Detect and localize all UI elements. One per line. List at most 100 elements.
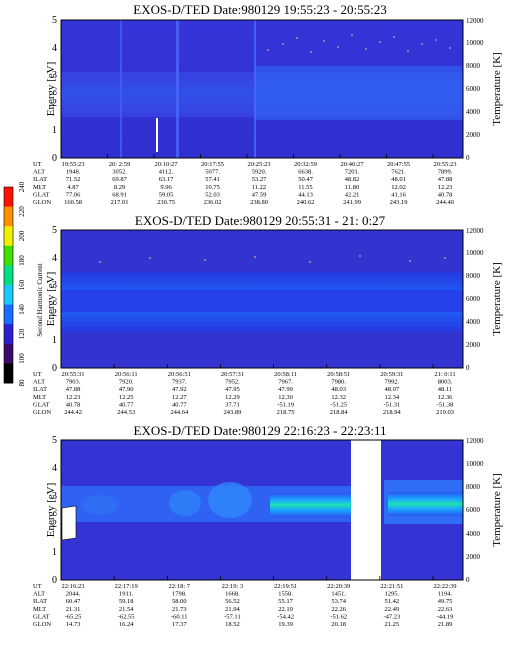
ephemeris-cell: 40.77 bbox=[172, 401, 187, 408]
ephemeris-cell: 20:58:51 bbox=[327, 371, 350, 378]
panel-1-ytick-label: 4 bbox=[52, 43, 57, 54]
panel-1-ytick-label: 1 bbox=[52, 125, 57, 136]
ephemeris-cell: 40.77 bbox=[119, 401, 134, 408]
ephemeris-cell: 7621. bbox=[391, 169, 406, 176]
ephemeris-cell: 7952. bbox=[225, 379, 240, 386]
panel-2-ytick-label: 5 bbox=[52, 225, 57, 236]
ephemeris-cell: 52.03 bbox=[205, 191, 220, 198]
ephemeris-cell: 12.32 bbox=[331, 394, 346, 401]
ephemeris-cell: 14.73 bbox=[66, 621, 81, 628]
colorbar-segment bbox=[4, 245, 13, 266]
ephemeris-cell: 20:32:59 bbox=[294, 161, 317, 168]
panel-3-blob bbox=[208, 482, 252, 518]
ephemeris-cell: 11.55 bbox=[298, 184, 312, 191]
ephemeris-cell: 20:57:31 bbox=[221, 371, 244, 378]
ephemeris-cell: 7201. bbox=[345, 169, 360, 176]
ephemeris-cell: 160.58 bbox=[64, 199, 82, 206]
panel-2: EXOS-D/TED Date:980129 20:55:31 - 21: 0:… bbox=[33, 213, 503, 416]
panel-1: EXOS-D/TED Date:980129 19:55:23 - 20:55:… bbox=[33, 2, 503, 206]
ephemeris-cell: 12.36 bbox=[438, 394, 453, 401]
ephemeris-row-label: MLT bbox=[33, 606, 46, 613]
ephemeris-cell: 58.00 bbox=[172, 598, 187, 605]
panel-2-rtick-label: 10000 bbox=[466, 249, 484, 257]
panel-3-spike bbox=[61, 505, 77, 541]
ephemeris-cell: 22.26 bbox=[331, 606, 346, 613]
colorbar-segment bbox=[4, 187, 13, 208]
panel-1-temperature-dots bbox=[267, 34, 451, 53]
ephemeris-cell: 20:47:55 bbox=[387, 161, 410, 168]
ephemeris-cell: 9.96 bbox=[160, 184, 172, 191]
colorbar: Second Harmonic Current 80 100 120 140 160 18… bbox=[3, 181, 44, 387]
ephemeris-cell: 22.49 bbox=[385, 606, 400, 613]
ephemeris-cell: 218.75 bbox=[277, 409, 295, 416]
ephemeris-cell: 5920. bbox=[252, 169, 267, 176]
colorbar-ticks: 80 100 120 140 160 180 200 220 240 bbox=[18, 181, 26, 386]
colorbar-tick-label: 240 bbox=[18, 181, 26, 192]
ephemeris-cell: 42.21 bbox=[345, 191, 360, 198]
panel-3-blob bbox=[82, 495, 118, 515]
ephemeris-row-label: GLON bbox=[33, 409, 51, 416]
panel-1-rtick-label: 8000 bbox=[466, 62, 481, 70]
ephemeris-row-label: ILAT bbox=[33, 386, 47, 393]
ephemeris-cell: 20: 2:59 bbox=[109, 161, 131, 168]
ephemeris-cell: 1668. bbox=[225, 591, 240, 598]
ephemeris-row-label: ALT bbox=[33, 591, 45, 598]
ephemeris-cell: 7967. bbox=[278, 379, 293, 386]
panel-2-ytick-label: 1 bbox=[52, 335, 57, 346]
panel-1-rtick-label: 2000 bbox=[466, 131, 481, 139]
colorbar-segment bbox=[4, 363, 13, 384]
ephemeris-cell: 47.92 bbox=[172, 386, 187, 393]
ephemeris-cell: 53.74 bbox=[331, 598, 346, 605]
panel-1-rtick-label: 0 bbox=[466, 154, 470, 162]
ephemeris-cell: 41.16 bbox=[391, 191, 406, 198]
ephemeris-cell: 18.52 bbox=[225, 621, 240, 628]
ephemeris-cell: 53.27 bbox=[252, 176, 267, 183]
ephemeris-cell: 10.75 bbox=[205, 184, 220, 191]
ephemeris-cell: 48.01 bbox=[391, 176, 406, 183]
ephemeris-cell: 218.94 bbox=[383, 409, 402, 416]
ephemeris-cell: 11.22 bbox=[252, 184, 266, 191]
ephemeris-row-label: ALT bbox=[33, 379, 45, 386]
ephemeris-cell: 12.23 bbox=[438, 184, 453, 191]
panel-2-rtick-label: 8000 bbox=[466, 272, 481, 280]
panel-2-rtick-label: 12000 bbox=[466, 227, 484, 235]
ephemeris-cell: 22.10 bbox=[278, 606, 293, 613]
panel-1-streak bbox=[176, 20, 179, 158]
ephemeris-cell: 12.30 bbox=[278, 394, 293, 401]
ephemeris-cell: 57.41 bbox=[205, 176, 220, 183]
ephemeris-row-label: ILAT bbox=[33, 176, 47, 183]
ephemeris-cell: 7920. bbox=[119, 379, 134, 386]
panel-3-ytick-label: 5 bbox=[52, 435, 57, 446]
ephemeris-cell: 236.02 bbox=[204, 199, 222, 206]
panel-2-ytick-label: 3 bbox=[52, 280, 57, 291]
ephemeris-cell: 21.25 bbox=[385, 621, 400, 628]
panel-3-ytick-label: 4 bbox=[52, 463, 57, 474]
colorbar-tick-label: 80 bbox=[18, 379, 26, 387]
ephemeris-cell: 218.84 bbox=[330, 409, 349, 416]
panel-2-ylabel-right: Temperature [K] bbox=[491, 262, 503, 335]
panel-3-data-gap bbox=[351, 440, 381, 580]
panel-1-band-late bbox=[255, 66, 463, 120]
panel-3-band-late-core bbox=[388, 492, 463, 516]
ephemeris-cell: 241.99 bbox=[343, 199, 361, 206]
panel-3-rtick-label: 8000 bbox=[466, 483, 481, 491]
panel-2-ytick-label: 4 bbox=[52, 253, 57, 264]
panel-1-ytick-label: 2 bbox=[52, 98, 57, 109]
ephemeris-cell: 47.88 bbox=[438, 176, 453, 183]
colorbar-tick-label: 220 bbox=[18, 206, 26, 217]
ephemeris-cell: 7980. bbox=[331, 379, 346, 386]
ephemeris-cell: 244.42 bbox=[64, 409, 82, 416]
panel-1-ytick-label: 3 bbox=[52, 70, 57, 81]
panel-3-ephemeris-table: UTALTILATMLTGLATGLON22:16:232044.60.4721… bbox=[33, 576, 457, 628]
panel-3-ytick-label: 3 bbox=[52, 491, 57, 502]
panel-1-ylabel: Energy [eV] bbox=[45, 62, 57, 116]
ephemeris-cell: -51.31 bbox=[383, 401, 400, 408]
ephemeris-cell: -44.19 bbox=[437, 613, 454, 620]
panel-3-rtick-label: 4000 bbox=[466, 530, 481, 538]
ephemeris-cell: 56.52 bbox=[225, 598, 240, 605]
ephemeris-cell: 219.03 bbox=[436, 409, 454, 416]
colorbar-scale bbox=[4, 187, 13, 384]
ephemeris-cell: 69.87 bbox=[112, 176, 127, 183]
ephemeris-cell: 243.89 bbox=[223, 409, 241, 416]
panel-2-rtick-label: 4000 bbox=[466, 318, 481, 326]
